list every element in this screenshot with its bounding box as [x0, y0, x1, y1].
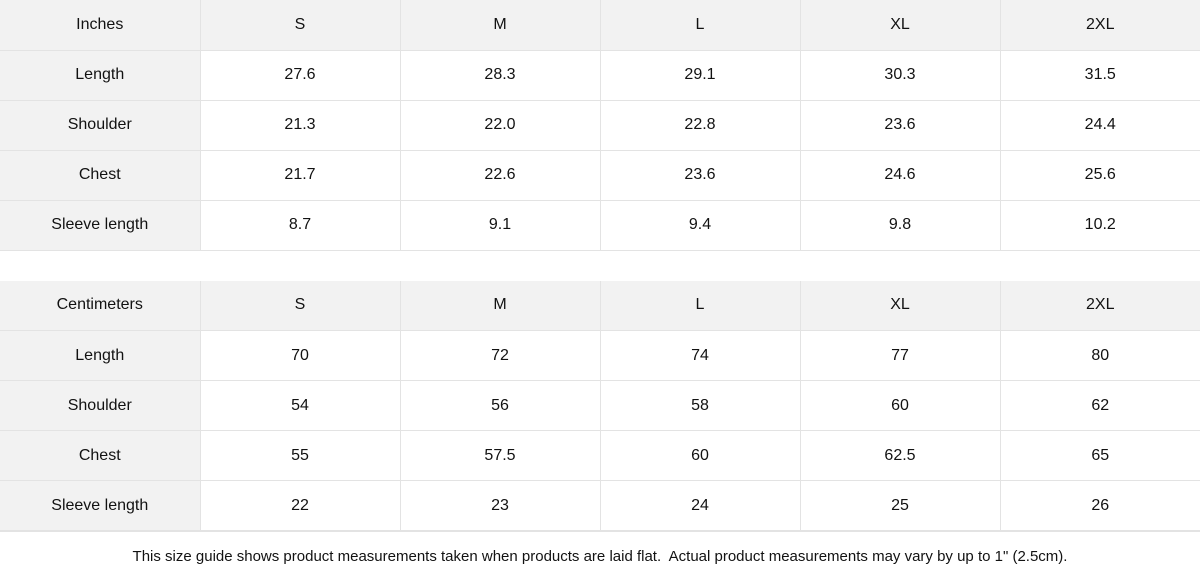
cell-shoulder-m: 56 [399, 380, 601, 431]
column-header-2xl: 2XL [999, 280, 1200, 331]
table-header-centimeters: Centimeters S M L XL 2XL [0, 280, 1200, 331]
column-header-xl: XL [799, 0, 1001, 51]
row-label-sleeve-length: Sleeve length [0, 199, 201, 251]
cell-length-m: 72 [399, 330, 601, 381]
cell-chest-xl: 24.6 [799, 149, 1001, 201]
cell-sleeve-length-xl: 9.8 [799, 199, 1001, 251]
size-guide-footnote: This size guide shows product measuremen… [0, 531, 1200, 580]
table-spacer [0, 250, 1200, 281]
cell-sleeve-length-xl: 25 [799, 480, 1001, 531]
column-header-2xl: 2XL [999, 0, 1200, 51]
cell-sleeve-length-l: 24 [599, 480, 801, 531]
row-label-sleeve-length: Sleeve length [0, 480, 201, 531]
table-row: Shoulder 54 56 58 60 62 [0, 380, 1200, 431]
unit-label-centimeters: Centimeters [0, 280, 201, 331]
cell-sleeve-length-s: 8.7 [199, 199, 401, 251]
cell-shoulder-2xl: 24.4 [999, 99, 1200, 151]
size-table-centimeters: Centimeters S M L XL 2XL Length 70 72 74… [0, 280, 1200, 531]
cell-sleeve-length-l: 9.4 [599, 199, 801, 251]
row-label-length: Length [0, 330, 201, 381]
row-label-chest: Chest [0, 149, 201, 201]
header-row: Centimeters S M L XL 2XL [0, 280, 1200, 331]
cell-chest-m: 57.5 [399, 430, 601, 481]
column-header-m: M [399, 0, 601, 51]
cell-sleeve-length-2xl: 10.2 [999, 199, 1200, 251]
row-label-chest: Chest [0, 430, 201, 481]
cell-length-s: 27.6 [199, 49, 401, 101]
column-header-l: L [599, 0, 801, 51]
cell-length-xl: 30.3 [799, 49, 1001, 101]
cell-length-l: 29.1 [599, 49, 801, 101]
cell-shoulder-xl: 23.6 [799, 99, 1001, 151]
cell-sleeve-length-m: 23 [399, 480, 601, 531]
cell-length-xl: 77 [799, 330, 1001, 381]
column-header-xl: XL [799, 280, 1001, 331]
row-label-shoulder: Shoulder [0, 99, 201, 151]
table-row: Length 70 72 74 77 80 [0, 330, 1200, 381]
cell-chest-xl: 62.5 [799, 430, 1001, 481]
row-label-length: Length [0, 49, 201, 101]
table-row: Sleeve length 8.7 9.1 9.4 9.8 10.2 [0, 199, 1200, 251]
cell-chest-l: 60 [599, 430, 801, 481]
cell-sleeve-length-2xl: 26 [999, 480, 1200, 531]
cell-chest-m: 22.6 [399, 149, 601, 201]
cell-length-2xl: 80 [999, 330, 1200, 381]
size-table-inches: Inches S M L XL 2XL Length 27.6 28.3 29.… [0, 0, 1200, 251]
cell-shoulder-s: 54 [199, 380, 401, 431]
column-header-l: L [599, 280, 801, 331]
column-header-s: S [199, 0, 401, 51]
cell-length-2xl: 31.5 [999, 49, 1200, 101]
table-row: Sleeve length 22 23 24 25 26 [0, 480, 1200, 531]
table-row: Chest 55 57.5 60 62.5 65 [0, 430, 1200, 481]
cell-chest-s: 21.7 [199, 149, 401, 201]
column-header-s: S [199, 280, 401, 331]
header-row: Inches S M L XL 2XL [0, 0, 1200, 51]
table-header-inches: Inches S M L XL 2XL [0, 0, 1200, 51]
cell-shoulder-s: 21.3 [199, 99, 401, 151]
column-header-m: M [399, 280, 601, 331]
cell-shoulder-l: 22.8 [599, 99, 801, 151]
cell-shoulder-m: 22.0 [399, 99, 601, 151]
cell-shoulder-2xl: 62 [999, 380, 1200, 431]
cell-chest-s: 55 [199, 430, 401, 481]
table-body-inches: Length 27.6 28.3 29.1 30.3 31.5 Shoulder… [0, 49, 1200, 251]
cell-chest-2xl: 65 [999, 430, 1200, 481]
table-row: Length 27.6 28.3 29.1 30.3 31.5 [0, 49, 1200, 101]
table-row: Chest 21.7 22.6 23.6 24.6 25.6 [0, 149, 1200, 201]
cell-sleeve-length-m: 9.1 [399, 199, 601, 251]
cell-length-l: 74 [599, 330, 801, 381]
table-row: Shoulder 21.3 22.0 22.8 23.6 24.4 [0, 99, 1200, 151]
cell-chest-2xl: 25.6 [999, 149, 1200, 201]
cell-shoulder-l: 58 [599, 380, 801, 431]
unit-label-inches: Inches [0, 0, 201, 51]
cell-sleeve-length-s: 22 [199, 480, 401, 531]
cell-length-m: 28.3 [399, 49, 601, 101]
row-label-shoulder: Shoulder [0, 380, 201, 431]
cell-chest-l: 23.6 [599, 149, 801, 201]
table-body-centimeters: Length 70 72 74 77 80 Shoulder 54 56 58 … [0, 330, 1200, 531]
cell-shoulder-xl: 60 [799, 380, 1001, 431]
cell-length-s: 70 [199, 330, 401, 381]
